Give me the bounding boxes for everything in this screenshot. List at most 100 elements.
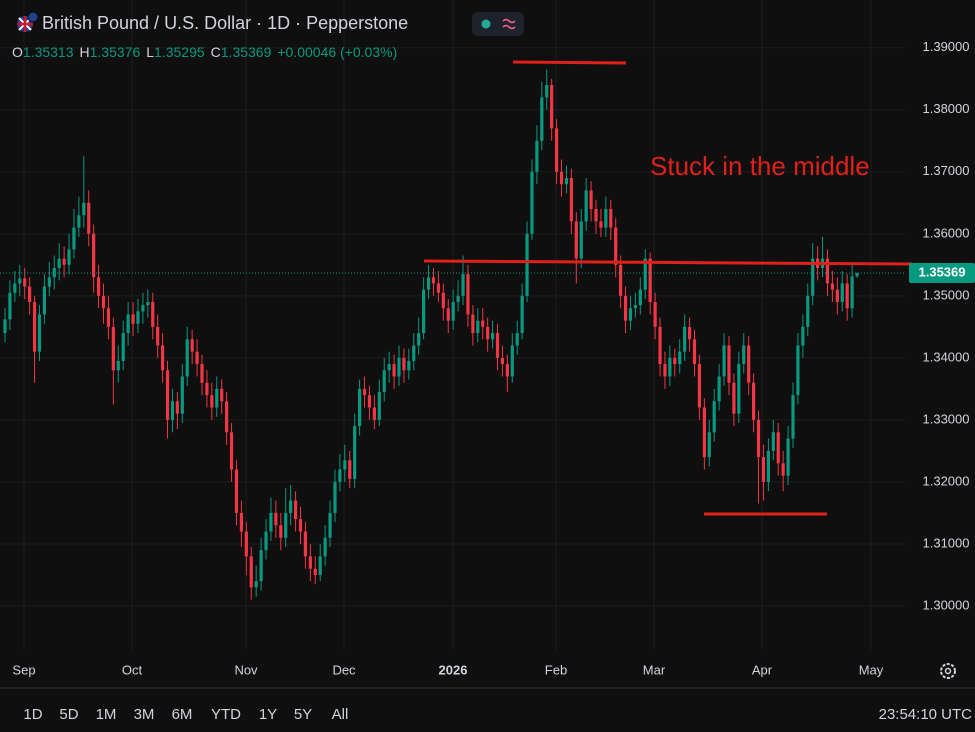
- candle-body: [313, 568, 317, 575]
- candle-body: [141, 305, 145, 312]
- candle-body: [436, 283, 440, 293]
- candle-body: [402, 357, 406, 371]
- settings-icon[interactable]: [940, 663, 956, 679]
- candle-body: [298, 519, 303, 532]
- candle-body: [279, 525, 283, 538]
- candle-body: [855, 272, 859, 277]
- candle-body: [328, 512, 332, 538]
- candle-body: [653, 302, 657, 327]
- range-button[interactable]: 1D: [23, 706, 42, 723]
- candle-body: [579, 221, 583, 259]
- x-tick-label: 2026: [439, 662, 468, 677]
- candle-body: [668, 357, 672, 377]
- candle-body: [495, 333, 500, 358]
- y-tick-label: 1.33000: [923, 411, 970, 426]
- candle-body: [190, 339, 194, 352]
- candle-body: [195, 351, 199, 365]
- candle-body: [490, 333, 495, 340]
- candle-body: [289, 500, 293, 513]
- candle-body: [628, 308, 633, 321]
- candle-body: [377, 391, 381, 420]
- candle-body: [387, 364, 391, 371]
- candle-body: [32, 302, 37, 352]
- candle-body: [555, 128, 559, 172]
- candle-body: [417, 333, 421, 346]
- range-button[interactable]: 5D: [59, 706, 78, 723]
- ohlc-key: H: [80, 44, 90, 60]
- candle-body: [510, 345, 514, 377]
- ohlc-value: 1.35369: [221, 44, 272, 60]
- candle-body: [766, 450, 770, 482]
- candle-body: [358, 388, 362, 427]
- candle-body: [220, 388, 224, 402]
- range-button[interactable]: 6M: [172, 706, 193, 723]
- candle-body: [131, 314, 135, 324]
- candle-body: [604, 209, 608, 228]
- candle-body: [308, 556, 312, 569]
- candle-body: [776, 432, 780, 464]
- candle-body: [752, 382, 756, 420]
- candle-body: [146, 302, 150, 306]
- resistance-line: [512, 60, 627, 65]
- candle-body: [781, 463, 785, 476]
- candle-body: [663, 364, 667, 377]
- ohlc-change: +0.00046 (+0.03%): [277, 44, 397, 60]
- candle-body: [599, 221, 603, 228]
- toolbar: 1D 5D 1M 3M 6M YTD 1Y 5Y All 23:54:10 UTC: [23, 706, 972, 723]
- candle-body: [156, 326, 160, 346]
- range-button[interactable]: 3M: [134, 706, 155, 723]
- candle-body: [609, 209, 613, 228]
- range-button[interactable]: All: [332, 706, 349, 723]
- candle-body: [756, 419, 761, 458]
- candle-body: [229, 432, 234, 470]
- candle-body: [525, 233, 529, 296]
- candle-body: [471, 314, 475, 334]
- candle-body: [614, 227, 618, 265]
- y-tick-label: 1.31000: [923, 535, 970, 550]
- ohlc-value: 1.35295: [154, 44, 205, 60]
- candle-body: [687, 326, 692, 340]
- candle-body: [205, 382, 209, 396]
- candle-body: [353, 426, 357, 479]
- candle-body: [446, 308, 450, 321]
- clock[interactable]: 23:54:10 UTC: [879, 706, 973, 723]
- candle-body: [697, 364, 702, 408]
- candle-body: [505, 364, 509, 377]
- candle-body: [550, 84, 554, 129]
- candle-body: [574, 221, 578, 259]
- candle-body: [284, 512, 288, 538]
- candle-body: [451, 302, 455, 321]
- candle-body: [801, 326, 805, 346]
- candle-body: [106, 308, 111, 327]
- range-button[interactable]: 5Y: [294, 706, 312, 723]
- price-label: 1.35369: [919, 264, 966, 279]
- ohlc-key: L: [146, 44, 154, 60]
- range-button[interactable]: 1Y: [259, 706, 277, 723]
- annotation: Stuck in the middle: [650, 151, 870, 181]
- status-badge[interactable]: [472, 12, 524, 36]
- candle-body: [180, 376, 184, 414]
- header: British Pound / U.S. Dollar · 1D · Peppe…: [12, 11, 524, 60]
- x-tick-label: Dec: [332, 662, 356, 677]
- ohlc-value: 1.35313: [23, 44, 74, 60]
- range-button[interactable]: 1M: [96, 706, 117, 723]
- candle-body: [761, 457, 766, 482]
- candle-body: [161, 345, 165, 371]
- candle-body: [239, 512, 243, 532]
- candle-body: [77, 215, 81, 228]
- candle-body: [343, 460, 347, 470]
- candle-body: [431, 277, 436, 284]
- candles: [0, 69, 905, 600]
- candle-body: [594, 209, 598, 222]
- candle-body: [62, 258, 66, 265]
- candle-body: [786, 438, 790, 476]
- candle-body: [476, 320, 480, 334]
- range-button[interactable]: YTD: [211, 706, 241, 723]
- candle-body: [441, 292, 445, 309]
- ohlc-key: O: [12, 44, 23, 60]
- candle-body: [692, 339, 697, 365]
- candle-body: [643, 258, 647, 290]
- candle-body: [37, 314, 42, 352]
- x-tick-label: Apr: [752, 662, 773, 677]
